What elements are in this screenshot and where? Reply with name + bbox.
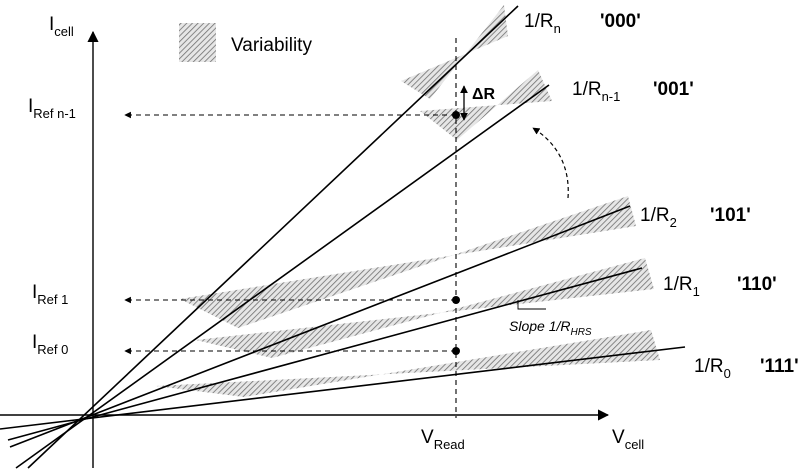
v-read-label: VRead bbox=[421, 427, 465, 452]
line-rn bbox=[27, 5, 519, 469]
shift-arrow bbox=[532, 127, 569, 199]
ref-n-1-label: IRef n-1 bbox=[28, 96, 76, 121]
band-rn bbox=[401, 5, 508, 99]
line-r0 bbox=[0, 346, 686, 430]
line-r0-label: 1/R0 bbox=[694, 356, 731, 381]
ref-1-label: IRef 1 bbox=[32, 282, 68, 307]
line-rn-code: '000' bbox=[600, 11, 641, 32]
line-r2-label: 1/R2 bbox=[640, 205, 677, 230]
line-rn-1-label: 1/Rn-1 bbox=[572, 79, 620, 104]
legend-swatch bbox=[179, 23, 216, 62]
legend-label: Variability bbox=[231, 35, 312, 56]
read-point-1 bbox=[452, 296, 460, 304]
line-rn-label: 1/Rn bbox=[524, 11, 561, 36]
y-axis-label: Icell bbox=[49, 14, 74, 39]
x-axis-label: Vcell bbox=[612, 427, 644, 452]
read-point-0 bbox=[452, 347, 460, 355]
read-point-n-1 bbox=[452, 111, 460, 119]
line-r2 bbox=[9, 205, 631, 448]
band-r2 bbox=[180, 196, 636, 328]
variability-bands bbox=[156, 5, 660, 397]
line-r1 bbox=[7, 267, 643, 441]
line-r1-code: '110' bbox=[737, 274, 777, 295]
read-points bbox=[452, 111, 460, 355]
band-r1 bbox=[196, 258, 654, 358]
line-rn-1 bbox=[15, 84, 550, 469]
line-r0-code: '111' bbox=[760, 356, 799, 377]
band-r0 bbox=[156, 330, 660, 397]
line-r1-label: 1/R1 bbox=[663, 274, 700, 299]
slope-annotation: Slope 1/RHRS bbox=[509, 318, 592, 338]
line-rn-1-code: '001' bbox=[653, 79, 694, 100]
legend: Variability bbox=[179, 23, 312, 62]
reference-arrows bbox=[124, 111, 456, 355]
resistance-lines bbox=[0, 5, 686, 469]
ref-0-label: IRef 0 bbox=[32, 332, 68, 357]
delta-r-label: ΔR bbox=[472, 86, 496, 103]
band-rn-1 bbox=[420, 70, 552, 140]
line-r2-code: '101' bbox=[710, 205, 751, 226]
slope-bracket bbox=[517, 300, 546, 310]
